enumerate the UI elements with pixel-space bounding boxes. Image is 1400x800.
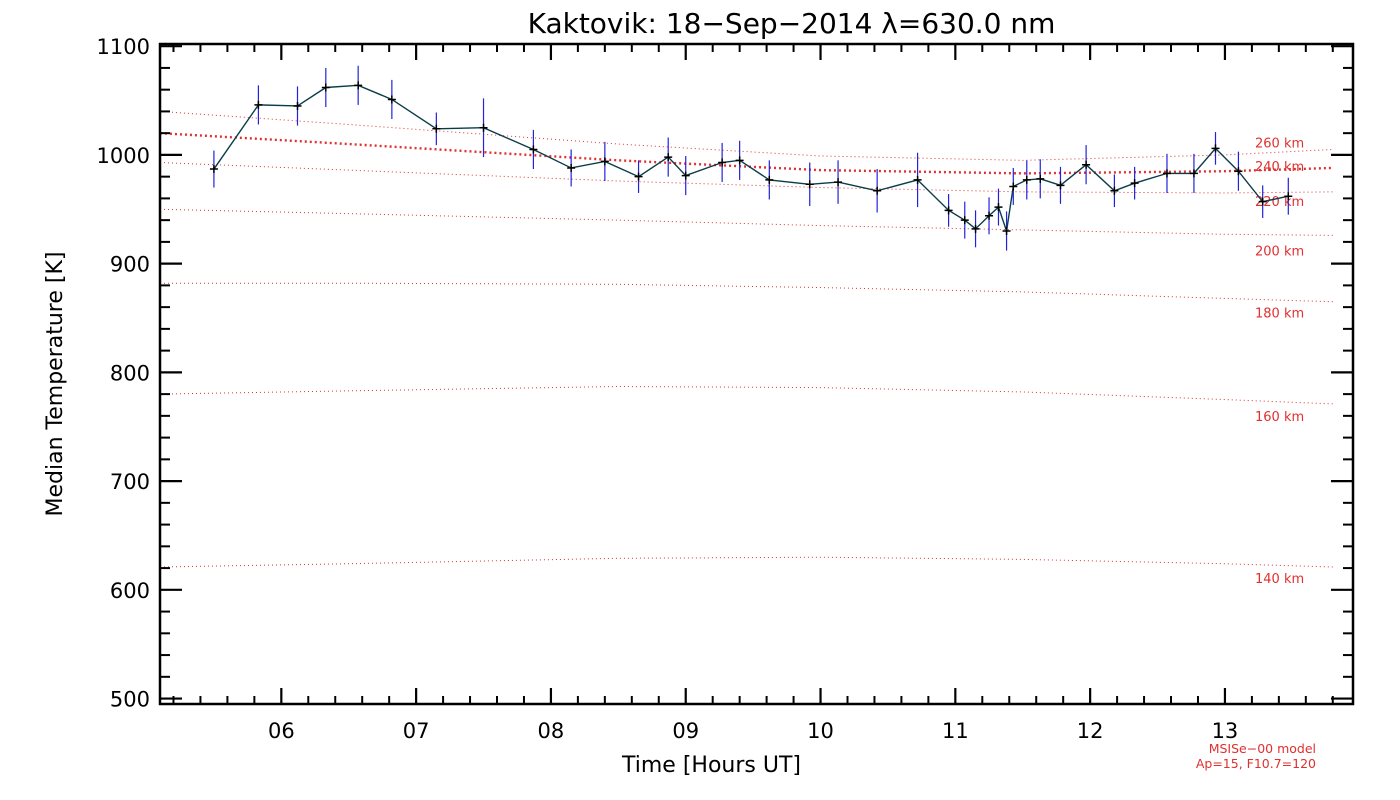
chart-title: Kaktovik: 18−Sep−2014 λ=630.0 nm: [528, 7, 1056, 40]
altitude-label-140km: 140 km: [1255, 572, 1304, 587]
x-tick-label: 10: [807, 719, 834, 743]
plot-frame: [158, 42, 1355, 706]
data-point: [944, 206, 953, 215]
data-point: [1002, 227, 1011, 236]
data-point: [1189, 169, 1198, 178]
data-point: [1082, 160, 1091, 169]
altitude-label-220km: 220 km: [1255, 195, 1304, 210]
model-line-220km: [159, 162, 1333, 194]
model-line-260km: [159, 110, 1333, 161]
x-tick-label: 13: [1212, 719, 1239, 743]
data-point: [1284, 192, 1293, 201]
x-tick-label: 09: [672, 719, 699, 743]
altitude-label-260km: 260 km: [1255, 136, 1304, 151]
x-axis-label: Time [Hours UT]: [621, 753, 801, 778]
model-line-200km: [159, 208, 1333, 236]
altitude-label-180km: 180 km: [1255, 307, 1304, 322]
data-point: [1258, 197, 1267, 206]
ticks-layer: [160, 44, 1353, 704]
y-tick-label: 700: [110, 470, 150, 494]
data-point: [1162, 169, 1171, 178]
data-point: [834, 178, 843, 187]
y-tick-label: 1100: [97, 35, 150, 59]
x-tick-label: 11: [942, 719, 969, 743]
y-axis-label: Median Temperature [K]: [43, 252, 68, 517]
data-point: [254, 100, 263, 109]
data-point: [479, 123, 488, 132]
data-point: [600, 157, 609, 166]
data-point: [1130, 179, 1139, 188]
data-point: [1211, 144, 1220, 153]
temperature-series-line: [213, 84, 1289, 232]
data-point: [432, 124, 441, 133]
data-point: [913, 175, 922, 184]
model-line-140km: [159, 556, 1333, 568]
data-point: [664, 153, 673, 162]
model-params-note: Ap=15, F10.7=120: [1196, 756, 1316, 771]
x-tick-label: 12: [1077, 719, 1104, 743]
model-line-240km: [159, 131, 1333, 175]
data-point: [354, 81, 363, 90]
data-point: [529, 145, 538, 154]
model-note: MSISe−00 model: [1209, 741, 1316, 756]
data-point: [985, 211, 994, 220]
data-point: [1022, 175, 1031, 184]
model-line-160km: [159, 386, 1333, 405]
data-point: [321, 83, 330, 92]
data-point: [293, 101, 302, 110]
y-tick-label: 500: [110, 688, 150, 712]
data-point: [873, 186, 882, 195]
data-point: [1036, 174, 1045, 183]
y-tick-label: 600: [110, 579, 150, 603]
data-point: [634, 172, 643, 181]
model-lines-layer: 140 km 160 km 180 km 200 km 220 km 240 km 260 …: [159, 110, 1333, 587]
data-point: [387, 95, 396, 104]
series-layer: [209, 65, 1293, 251]
data-point: [971, 224, 980, 233]
data-point: [960, 216, 969, 225]
x-tick-label: 08: [538, 719, 565, 743]
altitude-label-240km: 240 km: [1255, 160, 1304, 175]
data-point: [209, 165, 218, 174]
y-tick-label: 900: [110, 253, 150, 277]
x-tick-label: 07: [403, 719, 430, 743]
labels-layer: 06 07 08 09 10 11 12 13 500 600 700 800 900 1000 1100: [97, 35, 1239, 743]
data-point: [567, 163, 576, 172]
data-point: [994, 203, 1003, 212]
y-tick-label: 1000: [97, 144, 150, 168]
altitude-label-200km: 200 km: [1255, 244, 1304, 259]
altitude-label-160km: 160 km: [1255, 410, 1304, 425]
data-point: [718, 158, 727, 167]
data-point: [681, 171, 690, 180]
data-point: [805, 180, 814, 189]
data-point: [1110, 186, 1119, 195]
data-point: [1234, 167, 1243, 176]
data-point: [765, 175, 774, 184]
data-point: [735, 156, 744, 165]
data-point: [1009, 182, 1018, 191]
x-tick-label: 06: [268, 719, 295, 743]
model-line-180km: [160, 282, 1333, 303]
y-tick-label: 800: [110, 361, 150, 385]
data-point: [1056, 181, 1065, 190]
